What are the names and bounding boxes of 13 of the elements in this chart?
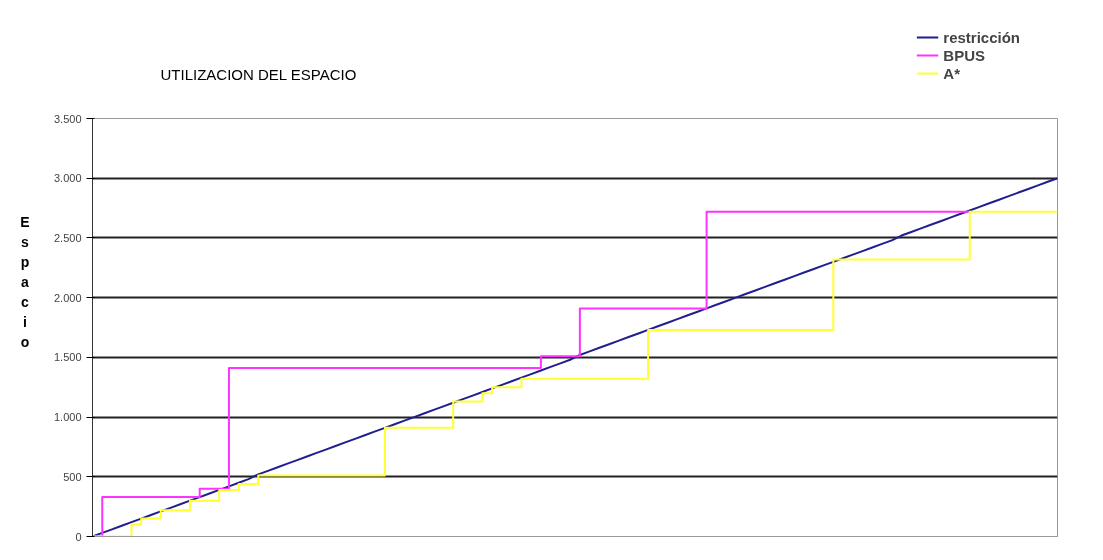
y-tick-label: 3.500	[53, 112, 82, 125]
legend-label: A*	[943, 64, 961, 82]
legend-label: restricción	[943, 28, 1020, 46]
y-tick-label: 2.500	[53, 231, 82, 244]
y-tick-label: 3.000	[53, 172, 82, 185]
y-tick-label: 1.000	[53, 411, 82, 424]
y-tick-label: 0	[75, 530, 82, 543]
chart-title: UTILIZACION DEL ESPACIO	[160, 65, 357, 83]
y-tick-label: 500	[63, 470, 82, 483]
y-axis-title: Espacio	[20, 213, 30, 352]
y-tick-label: 2.000	[53, 291, 82, 304]
y-tick-label: 1.500	[53, 351, 82, 364]
legend-label: BPUS	[943, 46, 985, 64]
